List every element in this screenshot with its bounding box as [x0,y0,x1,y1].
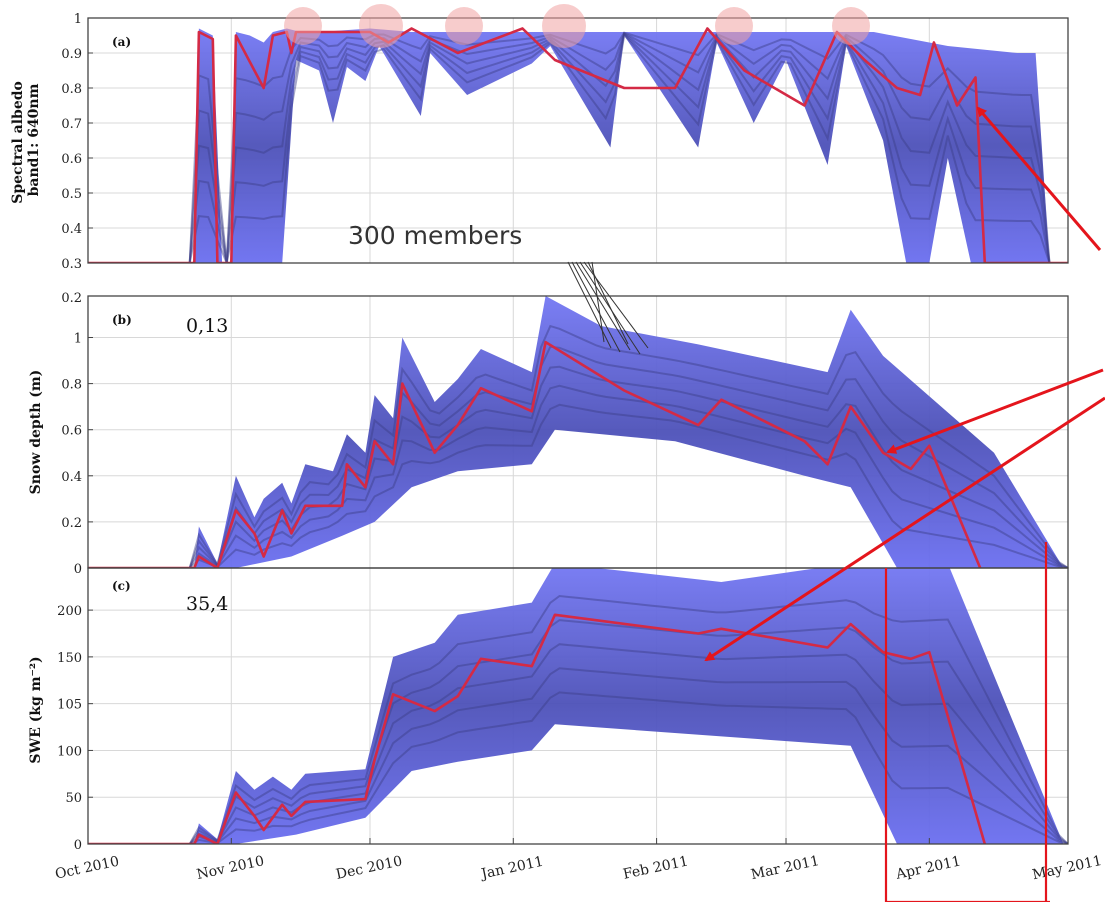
y-tick-label: 100 [57,744,82,759]
x-tick-label: Feb 2011 [622,853,690,882]
panel-a-ylabel: Spectral albedo band1: 640nm [10,76,42,204]
highlight-circle [445,7,483,45]
y-tick-label: 0.6 [61,152,82,167]
highlight-circle [542,4,586,48]
x-tick-label: Apr 2011 [894,853,963,883]
y-tick-label: 0.3 [61,257,82,272]
y-tick-label: 0 [74,838,82,853]
x-tick-label: Oct 2010 [54,854,121,883]
y-tick-label: 0.4 [61,470,82,485]
panel-c-ylabel: SWE (kg m⁻²) [28,656,44,763]
highlight-circle [715,7,753,45]
y-tick-label: 150 [57,651,82,666]
panel-b-label: (b) [112,313,132,327]
y-tick-label: 0.6 [61,424,82,439]
x-tick-label: Dec 2010 [335,853,404,883]
x-tick-label: Mar 2011 [750,853,821,883]
y-tick-label: 0.8 [61,82,82,97]
y-tick-label: 50 [65,791,82,806]
y-tick-label: 200 [57,604,82,619]
y-tick-label: 1 [74,331,82,346]
y-tick-label: 0.2 [61,516,82,531]
y-tick-label: 0 [74,562,82,577]
y-tick-label: 105 [57,698,82,713]
y-tick-label: 0.2 [61,291,82,306]
y-tick-label: 0.4 [61,222,82,237]
y-tick-label: 0.8 [61,378,82,393]
members-label: 300 members [348,221,522,250]
x-tick-label: May 2011 [1031,853,1103,883]
x-tick-label: Jan 2011 [478,854,545,883]
highlight-circle [284,7,322,45]
panel-c-label: (c) [112,579,131,593]
panel-c-annotation: 35,4 [186,593,228,615]
panel-b-ylabel: Snow depth (m) [28,370,44,495]
panel-b-annotation: 0,13 [186,315,228,337]
highlight-circle [832,7,870,45]
y-tick-label: 0.9 [61,47,82,62]
y-tick-label: 0.5 [61,187,82,202]
y-tick-label: 0.7 [61,117,82,132]
panel-a-label: (a) [112,35,131,49]
highlight-circle [359,4,403,48]
x-tick-label: Nov 2010 [195,853,265,883]
y-tick-label: 1 [74,12,82,27]
